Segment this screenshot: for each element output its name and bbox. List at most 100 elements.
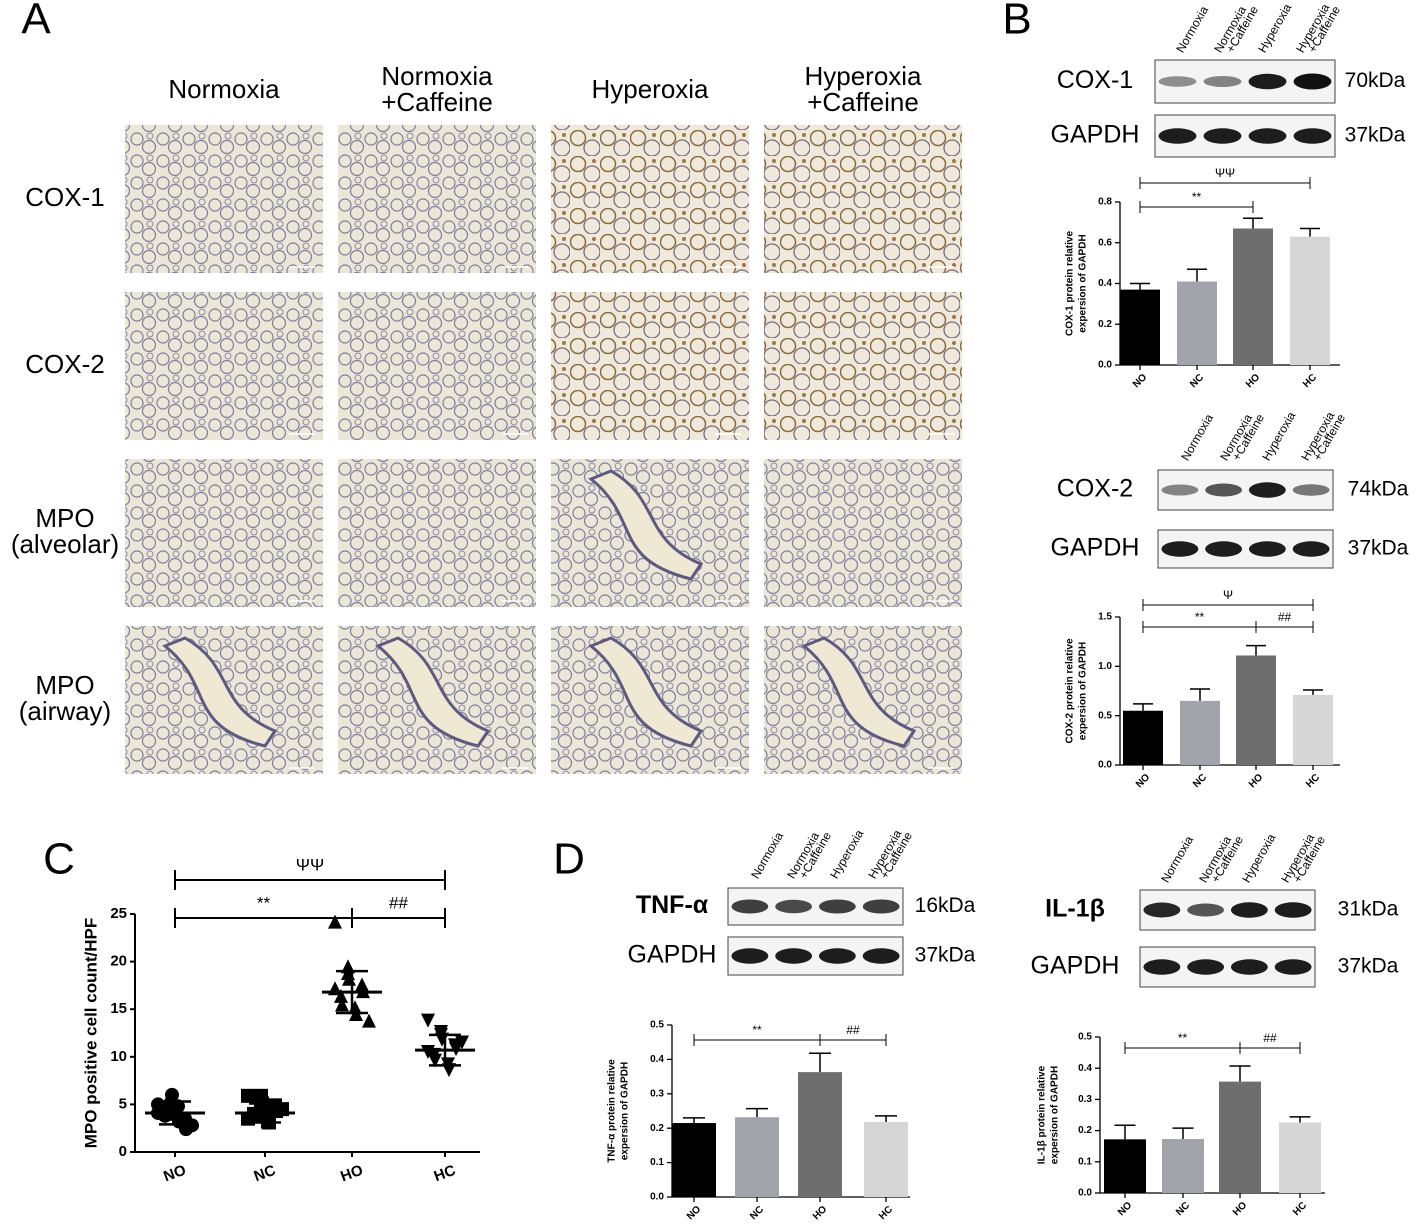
- y-axis-label: MPO positive cell count/HPF: [81, 918, 100, 1148]
- significance-label: ##: [846, 1023, 860, 1037]
- y-tick-label: 20: [110, 953, 127, 970]
- significance-label: ##: [1263, 1031, 1277, 1045]
- y-tick-label: 25: [110, 905, 127, 922]
- y-tick-label: 5: [119, 1095, 127, 1112]
- point: [335, 997, 349, 1012]
- x-tick-label: HO: [811, 1204, 830, 1223]
- row-label: (alveolar): [11, 529, 119, 559]
- bar: [1290, 236, 1330, 365]
- column-header: +Caffeine: [381, 87, 493, 117]
- control-label: GAPDH: [628, 941, 717, 969]
- x-tick-label: NO: [685, 1204, 704, 1223]
- point: [165, 1087, 179, 1102]
- bar: [798, 1072, 842, 1197]
- airway: [162, 636, 278, 748]
- x-tick-label: NO: [1116, 1200, 1135, 1219]
- row-label: MPO: [35, 503, 94, 533]
- lane-label: Hyperoxia: [1259, 409, 1298, 463]
- micrograph: [338, 125, 536, 273]
- significance-label: **: [257, 893, 271, 912]
- lane-label: Normoxia: [1158, 833, 1196, 885]
- column-header: +Caffeine: [807, 87, 919, 117]
- panel-letter: C: [43, 835, 75, 884]
- protein-label: TNF-α: [636, 891, 709, 919]
- blot-band: [1187, 959, 1225, 975]
- significance-label: **: [1195, 610, 1205, 624]
- lane-label: Hyperoxia: [1255, 1, 1294, 55]
- airway: [588, 636, 704, 748]
- x-tick-label: NC: [1174, 1200, 1192, 1218]
- point: [241, 1088, 255, 1103]
- size-label: 70kDa: [1345, 69, 1406, 92]
- significance-label: ##: [389, 893, 408, 912]
- airway: [588, 469, 704, 581]
- lane-label: Normoxia: [748, 829, 786, 881]
- size-label: 37kDa: [1348, 537, 1409, 560]
- lane-label: Normoxia: [1173, 3, 1211, 55]
- blot-band: [1205, 541, 1243, 557]
- blot-band: [1161, 541, 1199, 557]
- bar: [1123, 710, 1163, 765]
- size-label: 16kDa: [915, 894, 976, 917]
- point: [442, 1063, 456, 1078]
- bar: [1177, 281, 1217, 365]
- point: [421, 1045, 435, 1060]
- bar: [1120, 289, 1160, 365]
- y-axis-label: COX-1 protein relative: [1065, 231, 1076, 336]
- point: [428, 1053, 442, 1068]
- point: [434, 1025, 448, 1040]
- y-tick-label: 0.0: [1098, 360, 1112, 371]
- y-axis-label: expersion of GAPDH: [1078, 234, 1089, 332]
- panel-letter: D: [553, 835, 585, 884]
- y-tick-label: 10: [110, 1048, 127, 1065]
- y-tick-label: 0.0: [1078, 1188, 1092, 1199]
- y-tick-label: 0: [119, 1143, 127, 1160]
- airway: [801, 636, 917, 748]
- blot-band: [1293, 73, 1332, 90]
- y-tick-label: 0.4: [1098, 278, 1112, 289]
- point: [455, 1035, 469, 1050]
- panel-letter: B: [1002, 0, 1031, 44]
- x-tick-label: HC: [432, 1162, 458, 1185]
- control-label: GAPDH: [1051, 534, 1140, 562]
- significance-label: ΨΨ: [1215, 166, 1235, 180]
- y-tick-label: 0.2: [1078, 1125, 1092, 1136]
- x-tick-label: HO: [1231, 1200, 1250, 1219]
- blot-band: [775, 948, 813, 964]
- x-tick-label: HO: [1244, 372, 1263, 391]
- point: [362, 1013, 376, 1028]
- lane-label: Normoxia: [1178, 411, 1216, 463]
- blot-band: [731, 899, 769, 914]
- size-label: 31kDa: [1338, 898, 1399, 921]
- size-label: 37kDa: [1338, 955, 1399, 978]
- row-label: COX-2: [25, 349, 104, 379]
- x-tick-label: HC: [1301, 372, 1319, 390]
- blot-band: [1248, 541, 1286, 557]
- micrograph: [764, 459, 962, 607]
- x-tick-label: NC: [252, 1162, 278, 1185]
- x-tick-label: NO: [161, 1162, 188, 1186]
- y-axis-label: COX-2 protein relative: [1065, 638, 1076, 743]
- y-axis-label: IL-1β protein relative: [1037, 1065, 1048, 1164]
- control-label: GAPDH: [1051, 121, 1140, 149]
- y-tick-label: 0.1: [650, 1157, 664, 1168]
- bar: [864, 1122, 908, 1197]
- blot-band: [1230, 959, 1268, 975]
- y-tick-label: 0.8: [1098, 197, 1112, 208]
- bar: [1219, 1081, 1261, 1193]
- micrograph: [764, 292, 962, 440]
- significance-bracket: [1139, 177, 1311, 189]
- y-axis-label: expersion of GAPDH: [1050, 1066, 1061, 1164]
- y-tick-label: 0.5: [650, 1020, 664, 1031]
- blot-band: [1292, 541, 1330, 557]
- airway: [375, 636, 491, 748]
- y-tick-label: 0.3: [650, 1088, 664, 1099]
- point: [328, 914, 342, 929]
- significance-label: **: [1178, 1031, 1188, 1045]
- point: [334, 988, 348, 1003]
- micrograph: [338, 459, 536, 607]
- significance-bracket: [1255, 621, 1314, 633]
- blot-band: [1158, 76, 1197, 87]
- significance-label: **: [752, 1023, 762, 1037]
